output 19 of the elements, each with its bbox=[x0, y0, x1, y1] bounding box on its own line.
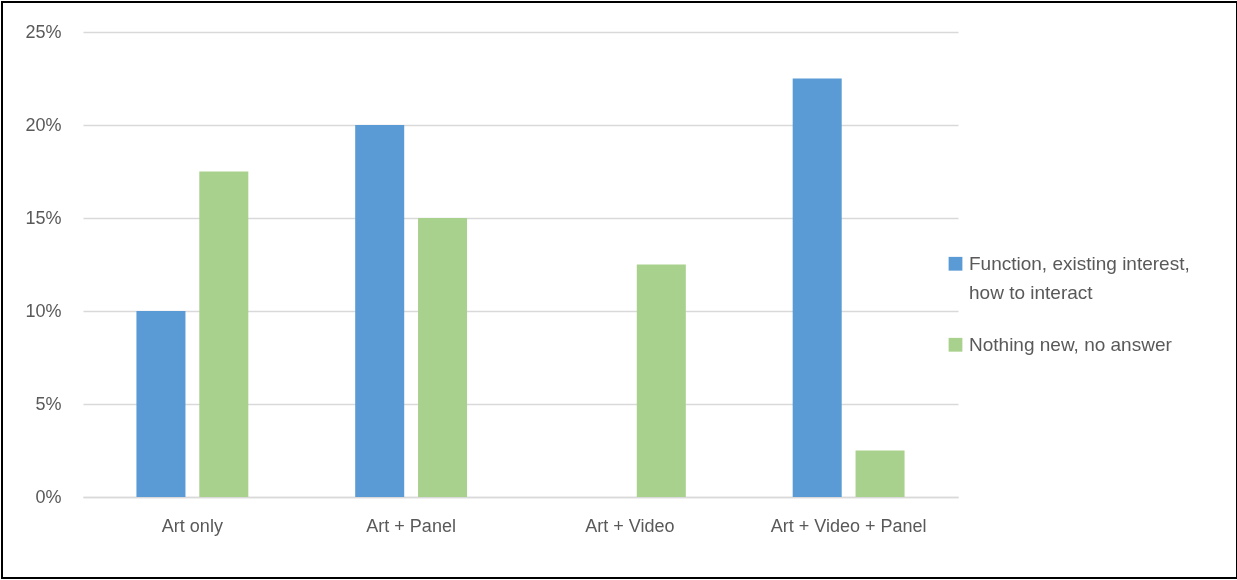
bar bbox=[792, 78, 842, 497]
y-tick-label: 25% bbox=[25, 21, 62, 42]
x-tick-label: Art + Panel bbox=[366, 515, 456, 536]
y-tick-label: 20% bbox=[25, 114, 62, 135]
y-tick-label: 15% bbox=[25, 207, 62, 228]
y-tick-label: 10% bbox=[25, 300, 62, 321]
x-tick-label: Art only bbox=[161, 515, 223, 536]
bar bbox=[199, 171, 249, 497]
x-tick-label: Art + Video bbox=[585, 515, 675, 536]
legend-label: Nothing new, no answer bbox=[969, 333, 1173, 355]
bar bbox=[355, 125, 405, 497]
bar bbox=[418, 218, 468, 497]
bar bbox=[855, 450, 905, 497]
x-tick-label: Art + Video + Panel bbox=[770, 515, 927, 536]
legend-label: Function, existing interest, how to interact bbox=[969, 252, 1190, 303]
y-tick-label: 5% bbox=[35, 393, 62, 414]
bar bbox=[136, 311, 186, 497]
y-tick-label: 0% bbox=[35, 486, 62, 507]
bar bbox=[636, 264, 686, 497]
